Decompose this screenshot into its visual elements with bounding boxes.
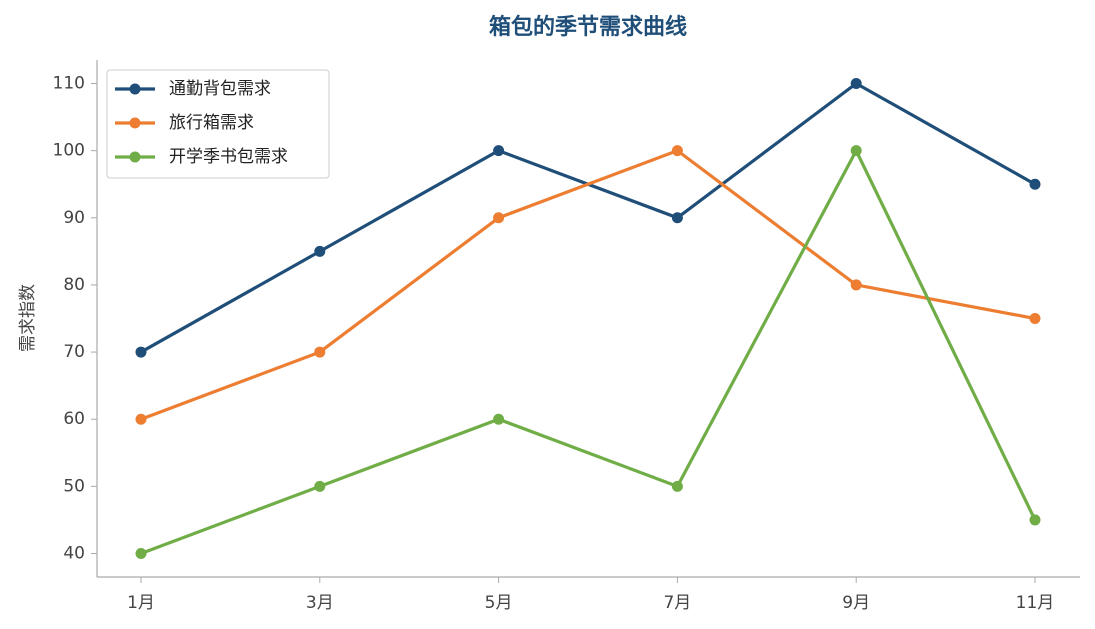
legend-label: 旅行箱需求 (169, 113, 254, 133)
data-point (314, 480, 326, 492)
x-tick-label: 7月 (663, 593, 691, 613)
data-point (850, 279, 862, 291)
legend-marker (129, 117, 141, 129)
series-line (140, 148, 1036, 421)
data-point (671, 145, 683, 157)
data-point (135, 548, 147, 559)
legend-label: 通勤背包需求 (169, 79, 271, 99)
x-tick-label: 3月 (306, 593, 334, 613)
y-tick-label: 110 (53, 74, 85, 94)
y-axis-label: 需求指数 (18, 284, 38, 352)
data-point (1029, 514, 1041, 526)
x-tick-label: 1月 (127, 593, 155, 613)
data-point (493, 212, 505, 224)
y-tick-label: 90 (63, 208, 85, 228)
x-tick-label: 11月 (1016, 593, 1055, 613)
y-tick-label: 100 (53, 141, 85, 161)
y-tick-label: 40 (63, 544, 85, 564)
data-point (1029, 178, 1041, 190)
legend-marker (129, 151, 141, 163)
data-point (671, 212, 683, 224)
data-point (314, 346, 326, 358)
y-tick-label: 60 (63, 409, 85, 429)
y-tick-label: 50 (63, 476, 85, 496)
legend-box (106, 69, 330, 179)
data-point (1029, 313, 1041, 324)
y-tick-label: 80 (63, 275, 85, 295)
data-point (671, 480, 683, 492)
series-line (140, 147, 1037, 555)
data-point (314, 245, 326, 257)
y-tick-label: 70 (63, 342, 85, 362)
chart-title: 箱包的季节需求曲线 (489, 14, 687, 40)
x-tick-label: 9月 (842, 593, 870, 613)
x-tick-label: 5月 (485, 593, 513, 613)
data-point (135, 413, 147, 425)
data-point (493, 145, 505, 157)
data-point (135, 346, 147, 358)
data-point (493, 413, 505, 425)
data-point (850, 145, 862, 157)
data-point (850, 78, 862, 89)
legend-label: 开学季书包需求 (169, 147, 288, 167)
legend-marker (129, 83, 141, 95)
